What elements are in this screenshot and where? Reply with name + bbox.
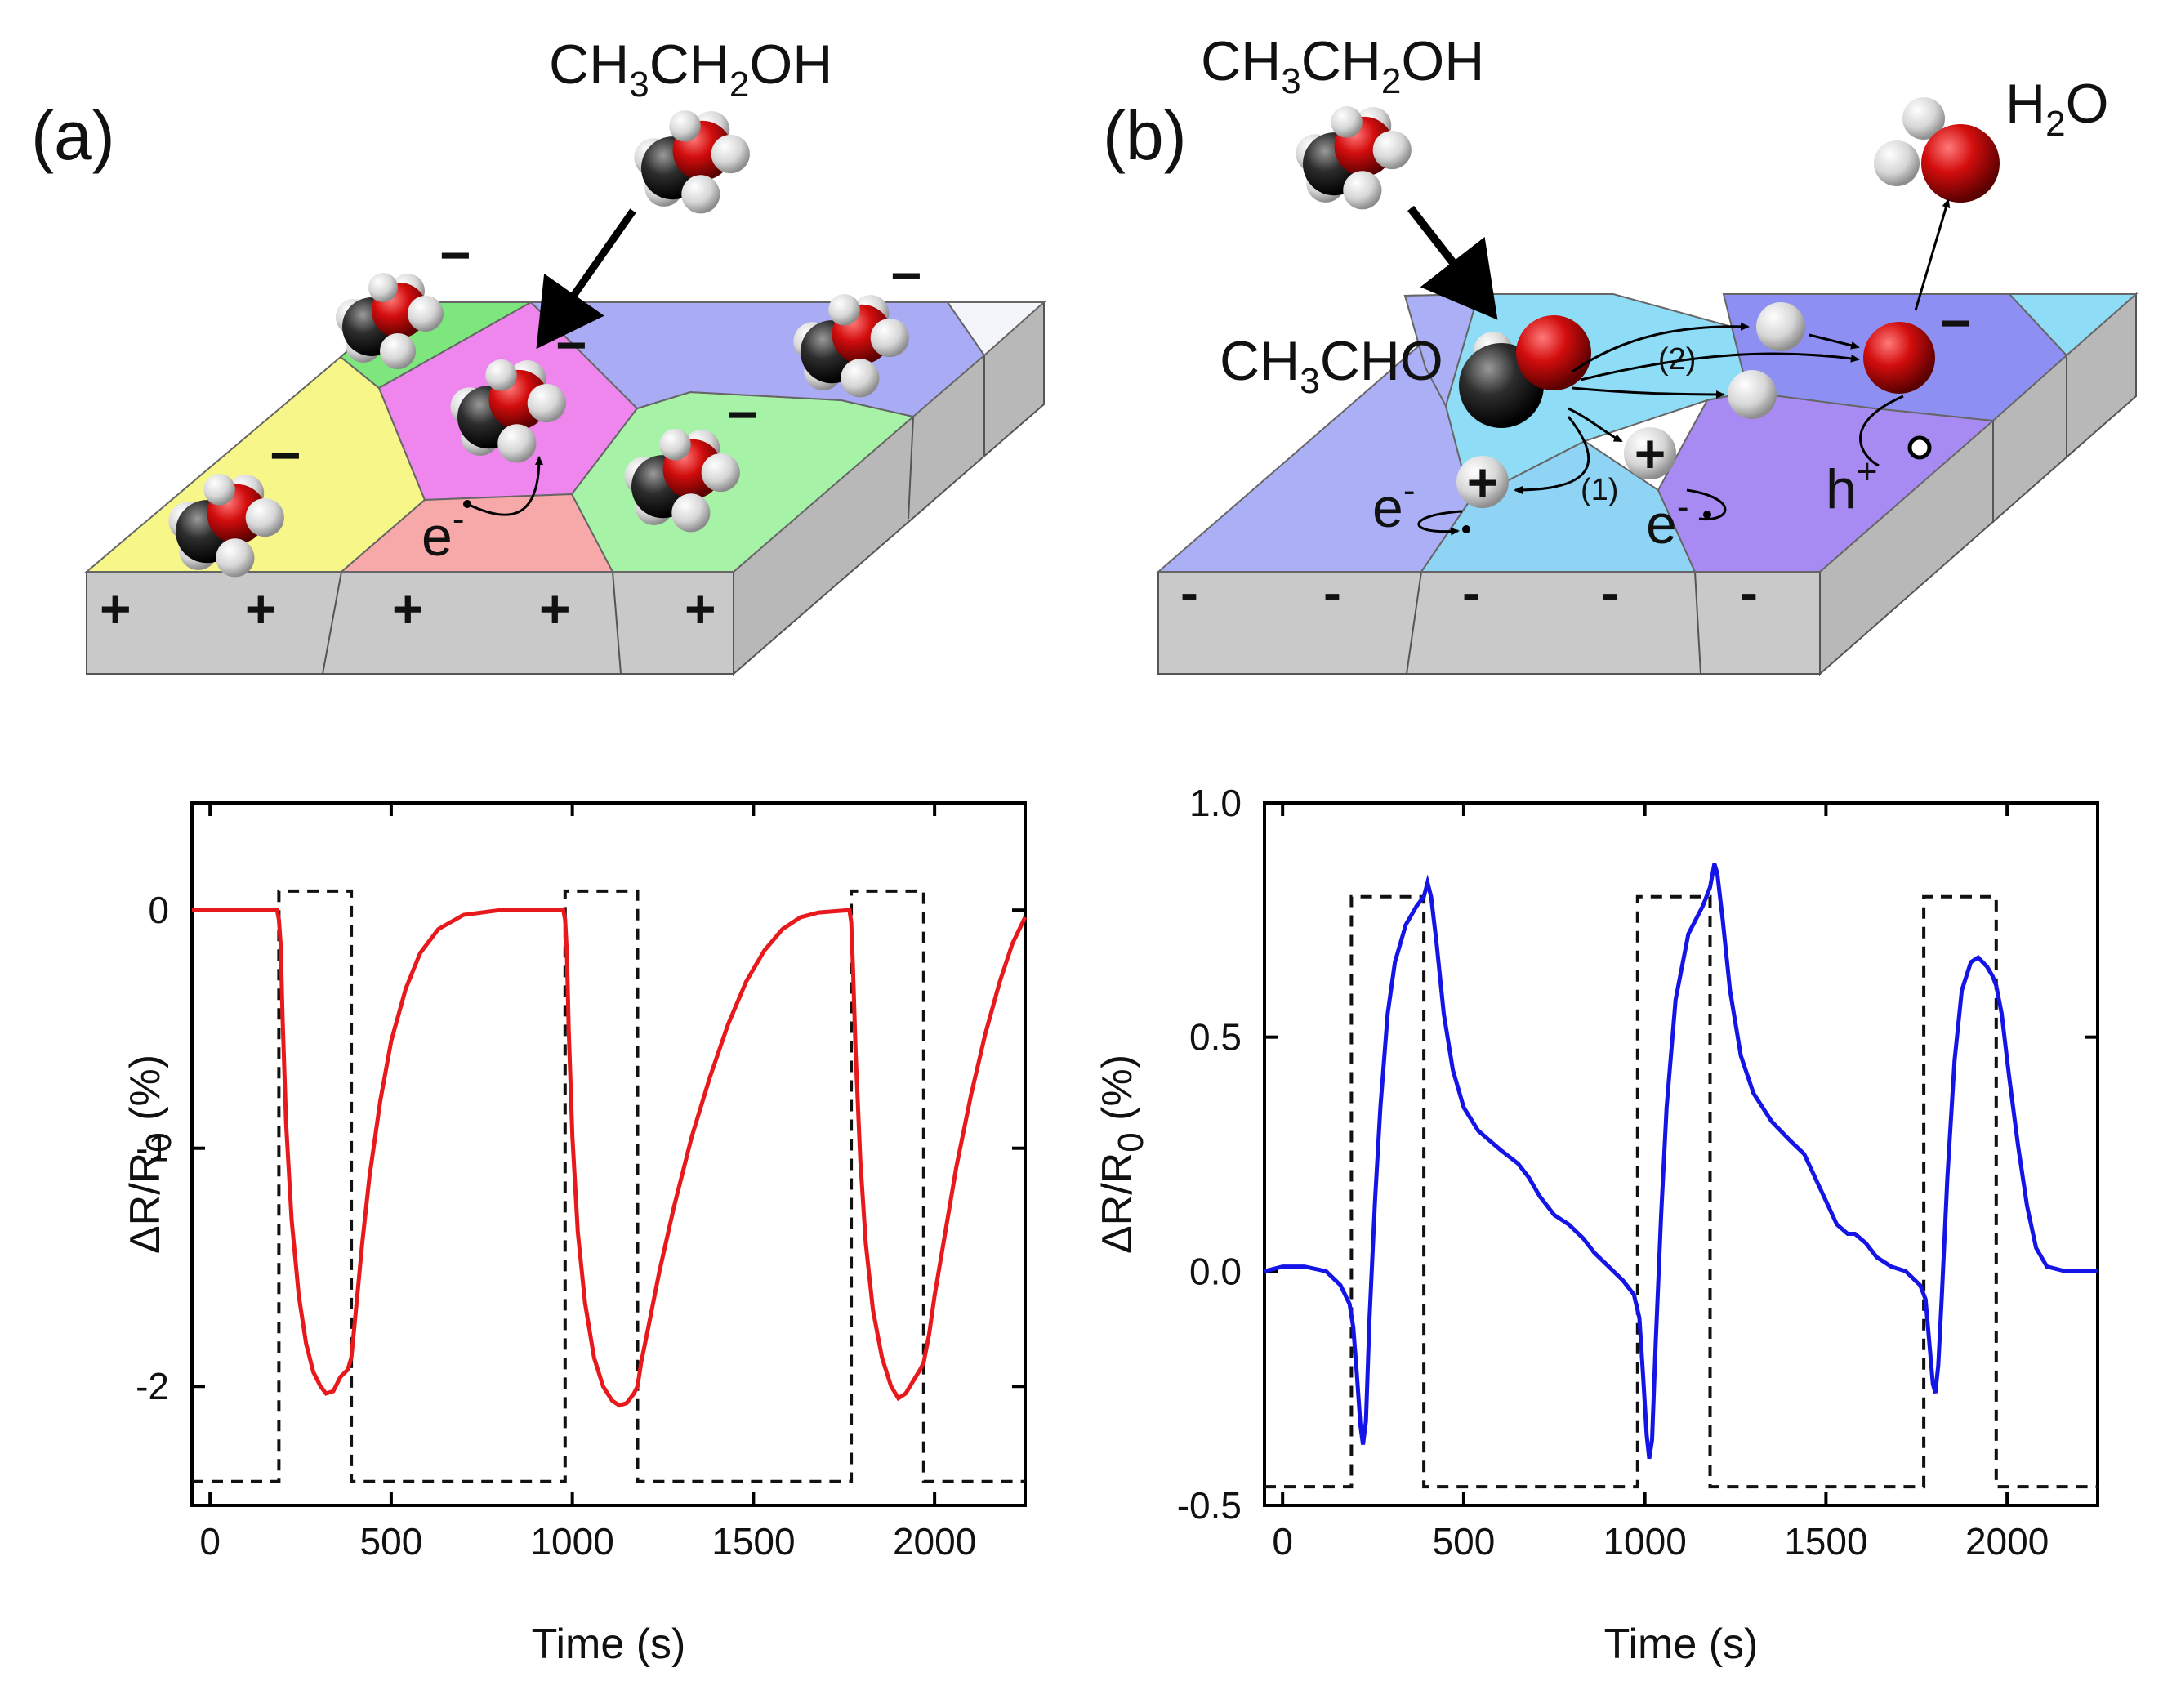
y-tick-label: 0 — [148, 889, 169, 931]
hydrogen-atom-icon — [1756, 302, 1805, 351]
panel-a-electron-label: e- — [421, 499, 464, 568]
step-2-label: (2) — [1658, 342, 1696, 377]
panel-b-charge: - — [1601, 562, 1619, 622]
hole-icon — [1907, 435, 1932, 460]
chart-a-plot-frame — [190, 801, 1027, 1507]
adsorption-arrow — [1407, 205, 1498, 320]
step-1-label: (1) — [1581, 473, 1618, 507]
proton-icon — [1624, 427, 1676, 479]
panel-a-ethanol-formula: CH3CH2OH — [549, 33, 832, 105]
oxygen-atom-icon — [1863, 322, 1935, 394]
x-tick-label: 500 — [360, 1520, 423, 1563]
y-tick-label: -1 — [136, 1127, 169, 1170]
panel-b-charge: - — [1462, 562, 1480, 622]
panel-a-charge: + — [100, 578, 132, 639]
chart-b-y-axis-title: ΔR/R0 (%) — [1094, 1055, 1151, 1254]
y-tick-label: 0.5 — [1189, 1016, 1242, 1059]
y-tick-label: -0.5 — [1177, 1484, 1242, 1527]
panel-b-ethanol-formula: CH3CH2OH — [1201, 30, 1484, 101]
electron-transfer-arrow — [466, 456, 543, 516]
adsorption-arrow — [536, 208, 636, 350]
panel-b-charge: - — [1740, 562, 1758, 622]
adsorbate-charge: − — [727, 384, 759, 444]
proton-icon — [1456, 456, 1509, 508]
panel-b-label: (b) — [1103, 97, 1187, 174]
reaction-arrows — [1417, 198, 1951, 536]
x-tick-label: 2000 — [893, 1520, 976, 1563]
panel-b-diagram: (b) CH3CH2OH H2O - - - - - — [1103, 30, 2139, 676]
chart-a-y-axis-title: ΔR/R0 (%) — [122, 1055, 179, 1254]
panel-b-surface-charges: - - - - - — [1180, 562, 1758, 622]
panel-a-label: (a) — [31, 97, 115, 174]
y-tick-label: 1.0 — [1189, 782, 1242, 824]
water-formula: H2O — [2005, 73, 2109, 144]
gas-pulse-trace — [192, 889, 1025, 1483]
gas-pulse-trace — [1264, 894, 2098, 1489]
panel-b-slab-front — [1157, 571, 1821, 675]
chart-b-x-axis-title: Time (s) — [1604, 1621, 1759, 1668]
panel-b-electron-label: e- — [1646, 487, 1688, 555]
x-tick-label: 1500 — [711, 1520, 795, 1563]
hydrogen-atom-icon — [1728, 370, 1777, 419]
x-tick-label: 1000 — [530, 1520, 613, 1563]
water-molecule-icon — [1874, 97, 2000, 203]
y-tick-label: 0.0 — [1189, 1250, 1242, 1292]
panel-a-charge: + — [685, 578, 716, 639]
adsorbate-charge: − — [890, 245, 922, 305]
x-tick-label: 2000 — [1965, 1520, 2049, 1563]
ethanol-molecule-icon — [1296, 106, 1412, 210]
adsorbate-charge: − — [270, 425, 301, 485]
panel-b-charge: - — [1180, 562, 1198, 622]
adsorbate-charge: − — [439, 225, 471, 285]
proton-sign: + — [1635, 423, 1666, 484]
chart-b-plot-frame — [1263, 801, 2099, 1507]
chart-a-x-axis-title: Time (s) — [532, 1621, 686, 1668]
panel-a-charge: + — [539, 578, 571, 639]
chart-a-response-line — [192, 908, 1028, 1408]
y-tick-label: -2 — [136, 1365, 169, 1407]
x-tick-label: 500 — [1433, 1520, 1496, 1563]
panel-a-charge: + — [245, 578, 277, 639]
ethanol-molecule-icon — [634, 110, 750, 214]
x-tick-label: 0 — [1272, 1520, 1293, 1563]
oxygen-charge: − — [1940, 292, 1972, 353]
chart-b: 0 500 1000 1500 2000 1.0 0.5 0.0 -0.5 Time (s) Δ… — [1094, 782, 2099, 1668]
x-tick-label: 0 — [199, 1520, 221, 1563]
chart-a: 0 500 1000 1500 2000 0 -1 -2 Time (s) ΔR/R0 (%) — [122, 801, 1028, 1668]
acetaldehyde-formula: CH3CHO — [1220, 330, 1443, 401]
proton-sign: + — [1467, 452, 1499, 512]
chart-b-response-line — [1264, 863, 2098, 1460]
panel-a-diagram: (a) CH3CH2OH + + + + + — [31, 33, 1046, 676]
panel-b-charge: - — [1323, 562, 1341, 622]
panel-a-surface-charges: + + + + + — [100, 578, 716, 639]
adsorbate-charge: − — [555, 314, 587, 375]
hole-label: h+ — [1826, 452, 1878, 520]
panel-a-charge: + — [392, 578, 424, 639]
x-tick-label: 1500 — [1784, 1520, 1867, 1563]
panel-b-electron-label: e- — [1372, 470, 1415, 539]
x-tick-label: 1000 — [1603, 1520, 1686, 1563]
